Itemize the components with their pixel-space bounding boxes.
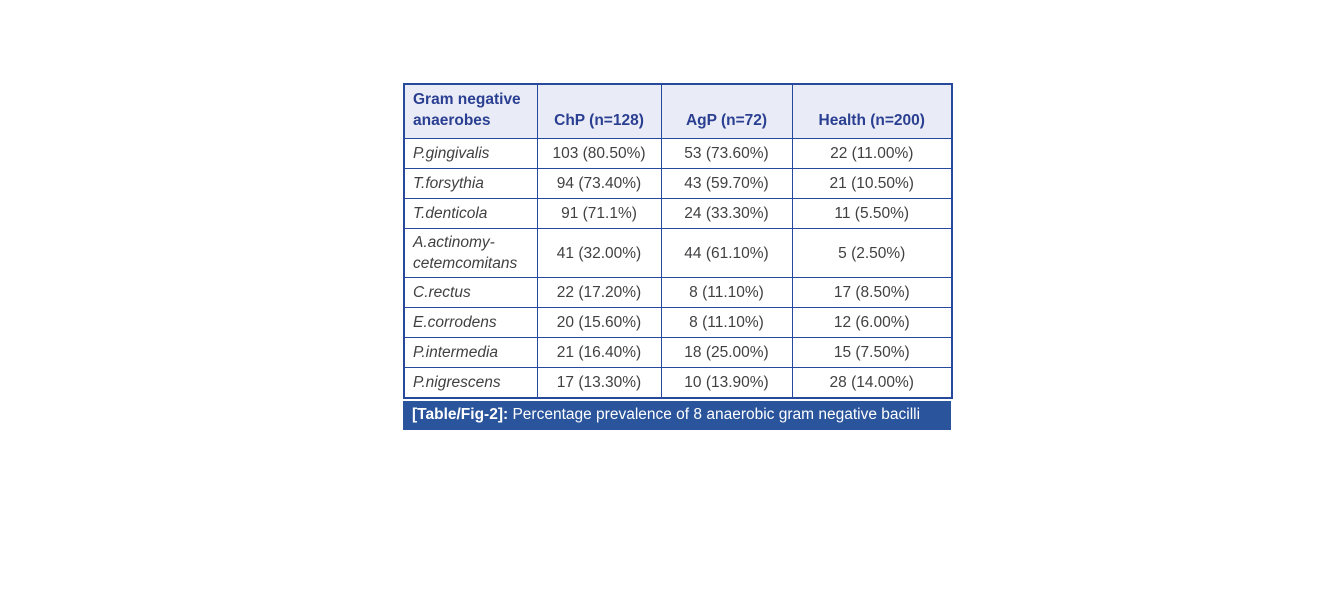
table-row: A.actinomy-cetemcomitans 41 (32.00%) 44 … [403, 228, 953, 278]
organism-cell: T.denticola [403, 198, 538, 229]
prevalence-table: Gram negative anaerobes ChP (n=128) AgP … [403, 83, 953, 399]
column-header-chp: ChP (n=128) [536, 83, 662, 139]
table-row: C.rectus 22 (17.20%) 8 (11.10%) 17 (8.50… [403, 277, 953, 308]
value-cell: 22 (11.00%) [791, 138, 953, 169]
value-cell: 53 (73.60%) [660, 138, 793, 169]
organism-cell: P.intermedia [403, 337, 538, 368]
value-cell: 21 (10.50%) [791, 168, 953, 199]
table-row: T.forsythia 94 (73.40%) 43 (59.70%) 21 (… [403, 168, 953, 199]
caption-text: Percentage prevalence of 8 anaerobic gra… [508, 405, 921, 423]
table-row: E.corrodens 20 (15.60%) 8 (11.10%) 12 (6… [403, 307, 953, 338]
value-cell: 8 (11.10%) [660, 307, 793, 338]
table-row: P.intermedia 21 (16.40%) 18 (25.00%) 15 … [403, 337, 953, 368]
value-cell: 103 (80.50%) [536, 138, 662, 169]
value-cell: 15 (7.50%) [791, 337, 953, 368]
organism-cell: E.corrodens [403, 307, 538, 338]
header-row: Gram negative anaerobes ChP (n=128) AgP … [403, 83, 953, 139]
value-cell: 11 (5.50%) [791, 198, 953, 229]
value-cell: 22 (17.20%) [536, 277, 662, 308]
organism-cell: P.gingivalis [403, 138, 538, 169]
organism-cell: T.forsythia [403, 168, 538, 199]
organism-cell: C.rectus [403, 277, 538, 308]
value-cell: 43 (59.70%) [660, 168, 793, 199]
table-caption: [Table/Fig-2]: Percentage prevalence of … [403, 400, 951, 430]
value-cell: 18 (25.00%) [660, 337, 793, 368]
table-fig-2: Gram negative anaerobes ChP (n=128) AgP … [403, 83, 953, 430]
value-cell: 20 (15.60%) [536, 307, 662, 338]
organism-cell: P.nigrescens [403, 367, 538, 398]
column-header-agp: AgP (n=72) [660, 83, 793, 139]
value-cell: 8 (11.10%) [660, 277, 793, 308]
column-header-organism: Gram negative anaerobes [403, 83, 538, 139]
column-header-health: Health (n=200) [791, 83, 953, 139]
value-cell: 17 (13.30%) [536, 367, 662, 398]
caption-label: [Table/Fig-2]: [412, 405, 509, 423]
value-cell: 12 (6.00%) [791, 307, 953, 338]
value-cell: 17 (8.50%) [791, 277, 953, 308]
table-row: P.nigrescens 17 (13.30%) 10 (13.90%) 28 … [403, 367, 953, 398]
table-row: T.denticola 91 (71.1%) 24 (33.30%) 11 (5… [403, 198, 953, 229]
value-cell: 41 (32.00%) [536, 228, 662, 278]
value-cell: 21 (16.40%) [536, 337, 662, 368]
organism-cell: A.actinomy-cetemcomitans [403, 228, 538, 278]
value-cell: 94 (73.40%) [536, 168, 662, 199]
table-row: P.gingivalis 103 (80.50%) 53 (73.60%) 22… [403, 138, 953, 169]
value-cell: 5 (2.50%) [791, 228, 953, 278]
value-cell: 24 (33.30%) [660, 198, 793, 229]
value-cell: 28 (14.00%) [791, 367, 953, 398]
value-cell: 10 (13.90%) [660, 367, 793, 398]
value-cell: 91 (71.1%) [536, 198, 662, 229]
value-cell: 44 (61.10%) [660, 228, 793, 278]
